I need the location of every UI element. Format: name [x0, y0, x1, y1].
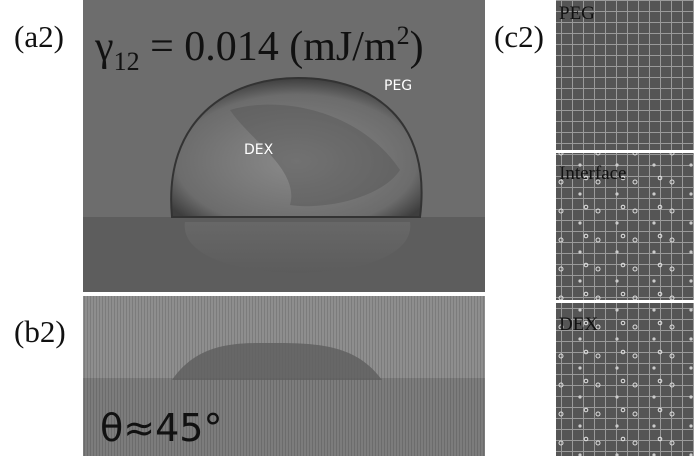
micrograph-label: Interface — [559, 163, 627, 184]
phase-label: DEX — [244, 142, 274, 158]
panel-c2: (c2) PEG Interface DEX — [494, 0, 694, 456]
phase-label: PEG — [384, 78, 412, 94]
panel-label: (b2) — [14, 314, 66, 349]
equation-end: ) — [410, 24, 424, 70]
contact-angle: θ≈45° — [100, 406, 222, 450]
panel-a2: (a2) γ12 = 0.014 (mJ/m2) PEG DEX — [14, 0, 485, 292]
panel-label: (c2) — [494, 19, 544, 54]
equation-body: = 0.014 (mJ/m — [140, 24, 397, 70]
page: (a2) γ12 = 0.014 (mJ/m2) PEG DEX (b2) θ≈… — [0, 0, 694, 456]
panel-b2: (b2) θ≈45° — [14, 296, 485, 456]
micrograph-label: PEG — [559, 3, 595, 24]
equation-superscript: 2 — [397, 21, 410, 50]
micrograph-label: DEX — [559, 314, 598, 335]
equation: γ12 = 0.014 (mJ/m2) — [94, 21, 424, 76]
equation-subscript: 12 — [114, 47, 140, 76]
figure: (a2) γ12 = 0.014 (mJ/m2) PEG DEX (b2) θ≈… — [0, 0, 694, 456]
panel-label: (a2) — [14, 19, 64, 54]
equation-symbol: γ — [94, 24, 114, 70]
